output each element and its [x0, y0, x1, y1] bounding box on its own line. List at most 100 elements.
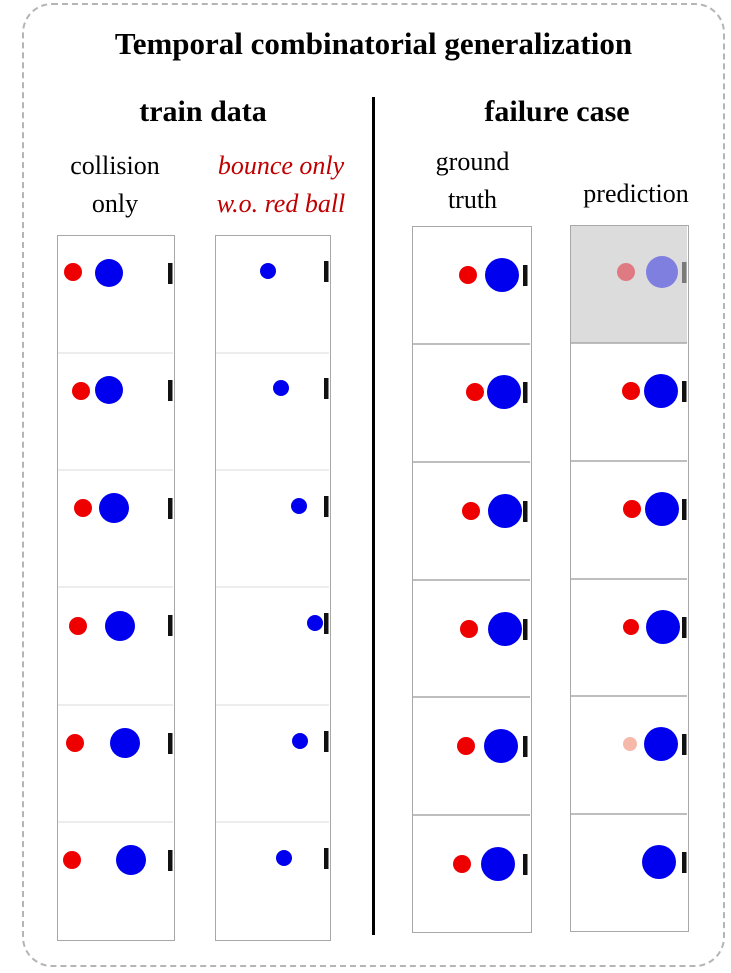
- frame-1: [260, 261, 329, 282]
- frame-3: [291, 496, 329, 517]
- frame-separators: [571, 342, 687, 815]
- frame-1: [64, 259, 173, 287]
- frame-2: [466, 375, 528, 409]
- blue-ball: [276, 850, 292, 866]
- wall: [324, 848, 329, 869]
- wall: [168, 263, 173, 284]
- frame-strip-svg: [571, 226, 687, 879]
- blue-ball: [116, 845, 146, 875]
- red-ball: [64, 263, 82, 281]
- blue-ball: [291, 498, 307, 514]
- wall: [682, 499, 687, 520]
- column-header-bounce: bounce only w.o. red ball: [188, 147, 374, 223]
- red-ball: [617, 263, 635, 281]
- blue-ball: [644, 374, 678, 408]
- wall: [168, 615, 173, 636]
- frame-3: [623, 492, 687, 526]
- frame-4: [307, 613, 329, 634]
- frame-6: [63, 845, 173, 875]
- wall: [168, 733, 173, 754]
- blue-ball: [95, 376, 123, 404]
- wall: [523, 619, 528, 640]
- wall: [682, 852, 687, 873]
- frame-strip-svg: [216, 261, 329, 869]
- frame-1: [617, 256, 687, 288]
- red-ball: [622, 382, 640, 400]
- column-header-line: prediction: [583, 179, 689, 208]
- blue-ball: [485, 258, 519, 292]
- wall: [168, 850, 173, 871]
- dashed-frame: [22, 3, 725, 967]
- frame-6: [276, 848, 329, 869]
- wall: [168, 380, 173, 401]
- wall: [523, 382, 528, 403]
- wall: [523, 736, 528, 757]
- wall: [324, 496, 329, 517]
- blue-ball: [95, 259, 123, 287]
- frame-strip-svg: [413, 258, 530, 881]
- red-ball: [460, 620, 478, 638]
- blue-ball: [110, 728, 140, 758]
- frame-separators: [216, 352, 329, 823]
- frame-5: [66, 728, 173, 758]
- frame-3: [462, 494, 528, 528]
- column-header-line: w.o. red ball: [216, 189, 346, 218]
- figure-title: Temporal combinatorial generalization: [114, 26, 633, 61]
- column-header-line: collision: [70, 151, 160, 180]
- frame-6: [642, 845, 687, 879]
- frame-4: [623, 610, 687, 644]
- red-ball: [66, 734, 84, 752]
- frame-2: [273, 378, 329, 399]
- frame-separators: [413, 343, 530, 816]
- blue-ball: [646, 610, 680, 644]
- frame-strip-ground-truth: [412, 226, 532, 933]
- column-header-line: ground: [435, 147, 510, 176]
- frame-2: [72, 376, 173, 404]
- red-ball: [462, 502, 480, 520]
- blue-ball: [99, 493, 129, 523]
- blue-ball: [645, 492, 679, 526]
- column-header-prediction: prediction: [556, 175, 716, 213]
- blue-ball: [487, 375, 521, 409]
- column-header-line: only: [91, 189, 139, 218]
- wall: [682, 262, 687, 283]
- wall: [682, 734, 687, 755]
- frame-5: [623, 727, 687, 761]
- column-header-line: truth: [447, 185, 498, 214]
- blue-ball: [646, 256, 678, 288]
- red-ball: [63, 851, 81, 869]
- red-ball: [623, 737, 637, 751]
- frame-strip-prediction: [570, 225, 689, 932]
- frame-5: [457, 729, 528, 763]
- red-ball: [74, 499, 92, 517]
- blue-ball: [488, 612, 522, 646]
- frame-6: [453, 847, 528, 881]
- blue-ball: [484, 729, 518, 763]
- red-ball: [623, 500, 641, 518]
- red-ball: [623, 619, 639, 635]
- section-divider: [372, 97, 375, 935]
- frame-separators: [58, 352, 173, 823]
- blue-ball: [273, 380, 289, 396]
- red-ball: [457, 737, 475, 755]
- frame-strip-collision: [57, 235, 175, 941]
- blue-ball: [307, 615, 323, 631]
- frame-1: [459, 258, 528, 292]
- frame-strip-svg: [58, 259, 173, 875]
- blue-ball: [105, 611, 135, 641]
- red-ball: [72, 382, 90, 400]
- wall: [324, 731, 329, 752]
- column-header-line: bounce only: [217, 151, 345, 180]
- wall: [168, 498, 173, 519]
- red-ball: [466, 383, 484, 401]
- blue-ball: [260, 263, 276, 279]
- frame-2: [622, 374, 687, 408]
- red-ball: [459, 266, 477, 284]
- frame-3: [74, 493, 173, 523]
- wall: [523, 501, 528, 522]
- wall: [324, 378, 329, 399]
- blue-ball: [644, 727, 678, 761]
- wall: [682, 617, 687, 638]
- frame-4: [69, 611, 173, 641]
- wall: [324, 613, 329, 634]
